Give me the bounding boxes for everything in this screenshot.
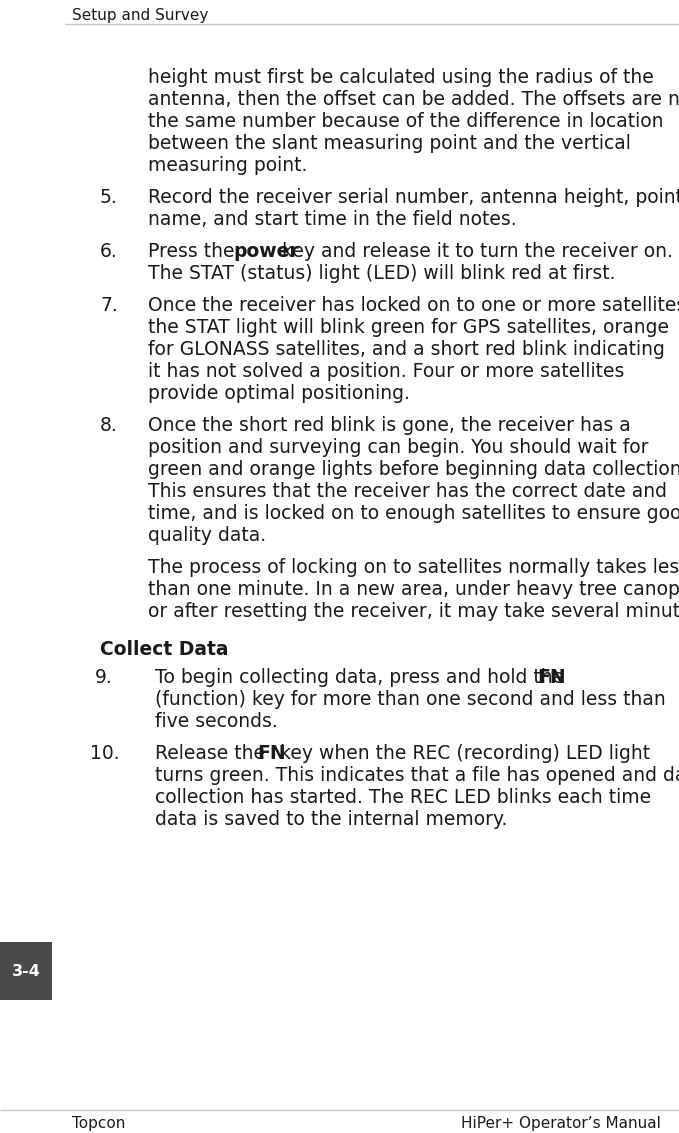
Text: antenna, then the offset can be added. The offsets are not: antenna, then the offset can be added. T…	[148, 90, 679, 109]
Text: 5.: 5.	[100, 188, 117, 207]
Text: The STAT (status) light (LED) will blink red at first.: The STAT (status) light (LED) will blink…	[148, 264, 615, 283]
Text: 8.: 8.	[100, 416, 117, 435]
Text: green and orange lights before beginning data collection.: green and orange lights before beginning…	[148, 460, 679, 479]
Text: 7.: 7.	[100, 296, 117, 315]
Text: collection has started. The REC LED blinks each time: collection has started. The REC LED blin…	[155, 787, 651, 807]
Text: time, and is locked on to enough satellites to ensure good: time, and is locked on to enough satelli…	[148, 504, 679, 523]
Bar	[0, 942, 52, 1000]
Text: FN: FN	[257, 744, 286, 763]
Text: turns green. This indicates that a file has opened and data: turns green. This indicates that a file …	[155, 766, 679, 785]
Text: position and surveying can begin. You should wait for: position and surveying can begin. You sh…	[148, 438, 648, 457]
Text: FN: FN	[538, 668, 566, 687]
Text: Release the: Release the	[155, 744, 271, 763]
Text: height must first be calculated using the radius of the: height must first be calculated using th…	[148, 68, 654, 87]
Text: This ensures that the receiver has the correct date and: This ensures that the receiver has the c…	[148, 482, 667, 501]
Text: the same number because of the difference in location: the same number because of the differenc…	[148, 112, 663, 131]
Text: The process of locking on to satellites normally takes less: The process of locking on to satellites …	[148, 557, 679, 577]
Text: Topcon: Topcon	[72, 1116, 126, 1131]
Text: measuring point.: measuring point.	[148, 156, 308, 174]
Text: data is saved to the internal memory.: data is saved to the internal memory.	[155, 810, 507, 829]
Text: name, and start time in the field notes.: name, and start time in the field notes.	[148, 210, 517, 229]
Text: quality data.: quality data.	[148, 526, 266, 545]
Text: than one minute. In a new area, under heavy tree canopy,: than one minute. In a new area, under he…	[148, 580, 679, 599]
Text: 9.: 9.	[95, 668, 113, 687]
Text: it has not solved a position. Four or more satellites: it has not solved a position. Four or mo…	[148, 363, 625, 381]
Text: between the slant measuring point and the vertical: between the slant measuring point and th…	[148, 134, 631, 153]
Text: provide optimal positioning.: provide optimal positioning.	[148, 384, 410, 403]
Text: Once the short red blink is gone, the receiver has a: Once the short red blink is gone, the re…	[148, 416, 631, 435]
Text: 10.: 10.	[90, 744, 120, 763]
Text: Once the receiver has locked on to one or more satellites,: Once the receiver has locked on to one o…	[148, 296, 679, 315]
Text: Press the: Press the	[148, 242, 240, 261]
Text: key when the REC (recording) LED light: key when the REC (recording) LED light	[274, 744, 650, 763]
Text: five seconds.: five seconds.	[155, 712, 278, 731]
Text: power: power	[233, 242, 299, 261]
Text: Record the receiver serial number, antenna height, point: Record the receiver serial number, anten…	[148, 188, 679, 207]
Text: Collect Data: Collect Data	[100, 640, 229, 659]
Text: or after resetting the receiver, it may take several minutes.: or after resetting the receiver, it may …	[148, 602, 679, 621]
Text: 3-4: 3-4	[12, 963, 41, 979]
Text: HiPer+ Operator’s Manual: HiPer+ Operator’s Manual	[461, 1116, 661, 1131]
Text: To begin collecting data, press and hold the: To begin collecting data, press and hold…	[155, 668, 570, 687]
Text: the STAT light will blink green for GPS satellites, orange: the STAT light will blink green for GPS …	[148, 318, 669, 337]
Text: 6.: 6.	[100, 242, 117, 261]
Text: for GLONASS satellites, and a short red blink indicating: for GLONASS satellites, and a short red …	[148, 340, 665, 359]
Text: Setup and Survey: Setup and Survey	[72, 8, 208, 23]
Text: (function) key for more than one second and less than: (function) key for more than one second …	[155, 690, 665, 709]
Text: key and release it to turn the receiver on.: key and release it to turn the receiver …	[276, 242, 672, 261]
